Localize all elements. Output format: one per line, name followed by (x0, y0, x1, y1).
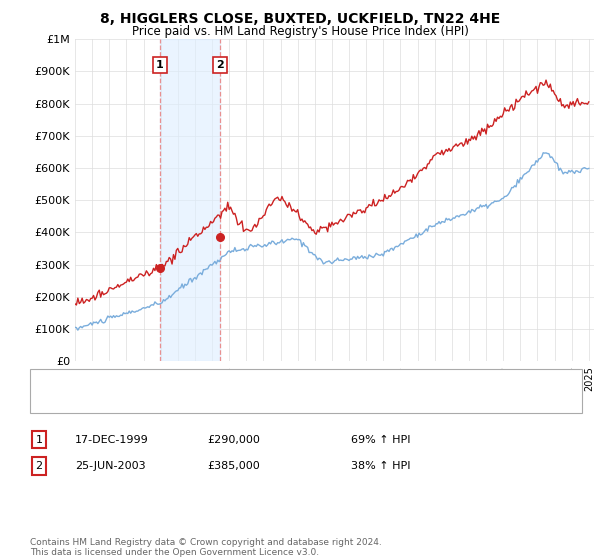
Text: HPI: Average price, detached house, Wealden: HPI: Average price, detached house, Weal… (85, 395, 323, 405)
Text: 1: 1 (35, 435, 43, 445)
Bar (160, 39, 220, 361)
Text: 69% ↑ HPI: 69% ↑ HPI (351, 435, 410, 445)
Text: £385,000: £385,000 (207, 461, 260, 471)
Text: 17-DEC-1999: 17-DEC-1999 (75, 435, 149, 445)
Text: Contains HM Land Registry data © Crown copyright and database right 2024.
This d: Contains HM Land Registry data © Crown c… (30, 538, 382, 557)
Text: 2: 2 (35, 461, 43, 471)
Text: £290,000: £290,000 (207, 435, 260, 445)
Text: 38% ↑ HPI: 38% ↑ HPI (351, 461, 410, 471)
Text: Price paid vs. HM Land Registry's House Price Index (HPI): Price paid vs. HM Land Registry's House … (131, 25, 469, 38)
Text: 25-JUN-2003: 25-JUN-2003 (75, 461, 146, 471)
Text: 2: 2 (217, 60, 224, 70)
Text: 1: 1 (156, 60, 164, 70)
Text: 8, HIGGLERS CLOSE, BUXTED, UCKFIELD, TN22 4HE (detached house): 8, HIGGLERS CLOSE, BUXTED, UCKFIELD, TN2… (85, 376, 448, 386)
Text: 8, HIGGLERS CLOSE, BUXTED, UCKFIELD, TN22 4HE: 8, HIGGLERS CLOSE, BUXTED, UCKFIELD, TN2… (100, 12, 500, 26)
